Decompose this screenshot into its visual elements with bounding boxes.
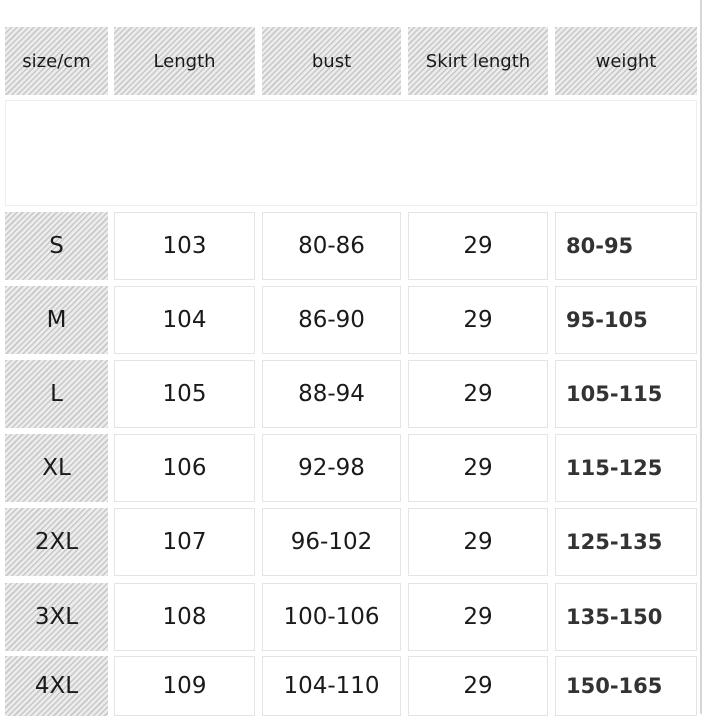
weight-cell: 135-150	[555, 583, 697, 651]
header-cell: size/cm	[5, 27, 108, 95]
length-cell: 103	[114, 212, 255, 280]
weight-cell: 150-165	[555, 656, 697, 716]
length-cell: 105	[114, 360, 255, 428]
size-cell: S	[5, 212, 108, 280]
bust-cell: 96-102	[262, 508, 401, 576]
bust-cell: 104-110	[262, 656, 401, 716]
size-cell: 4XL	[5, 656, 108, 716]
length-cell: 107	[114, 508, 255, 576]
header-cell: Skirt length	[408, 27, 548, 95]
bust-cell: 88-94	[262, 360, 401, 428]
right-border	[700, 0, 702, 714]
skirt-cell: 29	[408, 508, 548, 576]
skirt-cell: 29	[408, 434, 548, 502]
size-cell: 2XL	[5, 508, 108, 576]
skirt-cell: 29	[408, 360, 548, 428]
size-cell: 3XL	[5, 583, 108, 651]
skirt-cell: 29	[408, 212, 548, 280]
weight-cell: 125-135	[555, 508, 697, 576]
length-cell: 108	[114, 583, 255, 651]
skirt-cell: 29	[408, 656, 548, 716]
bust-cell: 92-98	[262, 434, 401, 502]
header-cell: weight	[555, 27, 697, 95]
weight-cell: 95-105	[555, 286, 697, 354]
skirt-cell: 29	[408, 583, 548, 651]
bust-cell: 80-86	[262, 212, 401, 280]
length-cell: 109	[114, 656, 255, 716]
blank-row	[5, 100, 697, 206]
size-cell: XL	[5, 434, 108, 502]
skirt-cell: 29	[408, 286, 548, 354]
weight-cell: 80-95	[555, 212, 697, 280]
weight-cell: 115-125	[555, 434, 697, 502]
header-cell: Length	[114, 27, 255, 95]
size-cell: L	[5, 360, 108, 428]
length-cell: 106	[114, 434, 255, 502]
size-cell: M	[5, 286, 108, 354]
header-cell: bust	[262, 27, 401, 95]
length-cell: 104	[114, 286, 255, 354]
bust-cell: 86-90	[262, 286, 401, 354]
weight-cell: 105-115	[555, 360, 697, 428]
bust-cell: 100-106	[262, 583, 401, 651]
